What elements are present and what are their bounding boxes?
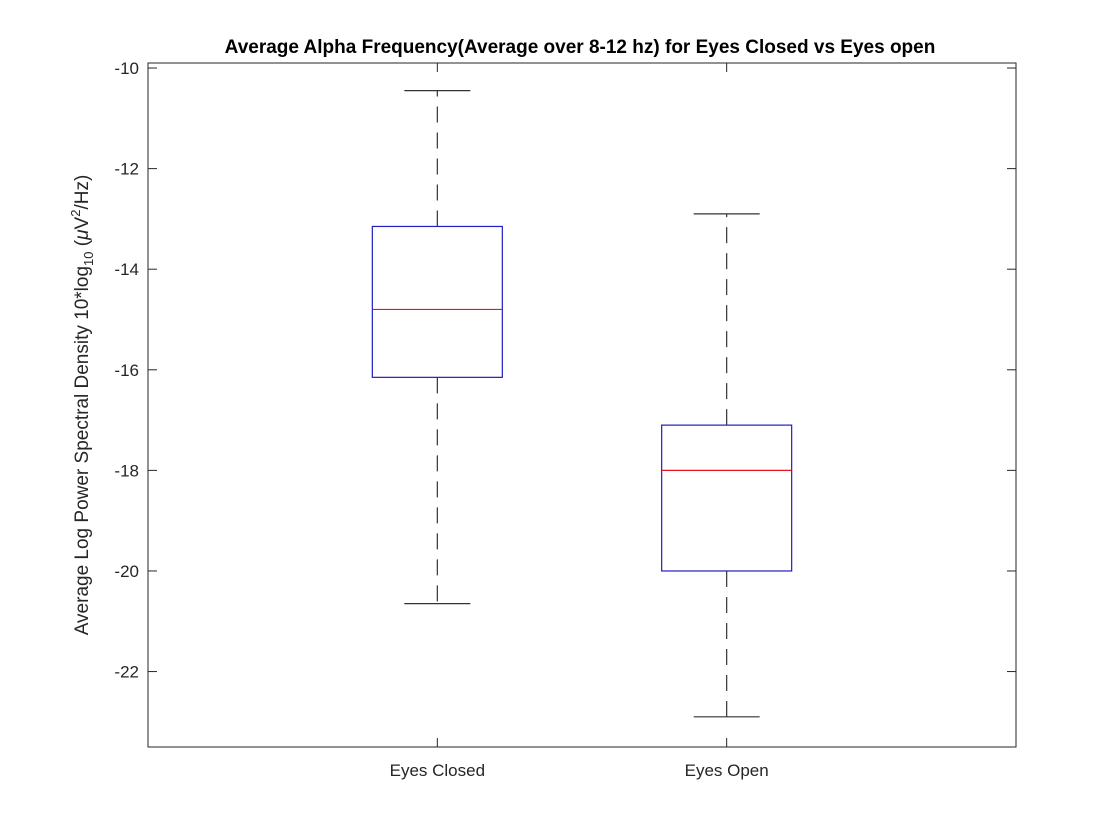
y-tick-label: -20 xyxy=(114,562,139,581)
plot-area xyxy=(147,62,1017,748)
y-axis-label-subscript: 10 xyxy=(81,252,96,266)
box-eyes-open xyxy=(661,213,793,718)
box-eyes-closed xyxy=(371,90,503,605)
y-axis-label-superscript: 2 xyxy=(68,210,83,217)
x-tick-label: Eyes Closed xyxy=(390,761,485,780)
y-axis-ticks: -22 -20 -18 -16 -14 -12 -10 xyxy=(114,59,1016,682)
y-tick-label: -22 xyxy=(114,663,139,682)
x-axis-ticks: Eyes Closed Eyes Open xyxy=(390,63,769,780)
y-tick-label: -10 xyxy=(114,59,139,78)
interquartile-box xyxy=(661,424,793,572)
y-tick-label: -18 xyxy=(114,461,139,480)
y-tick-label: -14 xyxy=(114,260,139,279)
chart-title: Average Alpha Frequency(Average over 8-1… xyxy=(225,37,936,58)
y-axis-label-mid: ( xyxy=(72,239,93,251)
y-tick-label: -12 xyxy=(114,160,139,179)
y-axis-label: Average Log Power Spectral Density 10*lo… xyxy=(68,175,96,636)
box-series xyxy=(371,90,793,718)
interquartile-box xyxy=(371,225,503,378)
y-axis-label-prefix: Average Log Power Spectral Density 10*lo… xyxy=(72,266,93,635)
x-tick-label: Eyes Open xyxy=(685,761,769,780)
y-axis-label-suffix: /Hz) xyxy=(72,175,93,210)
y-tick-label: -16 xyxy=(114,361,139,380)
y-axis-label-greek: μ xyxy=(72,229,93,241)
y-axis-label-unit: V xyxy=(72,216,93,229)
